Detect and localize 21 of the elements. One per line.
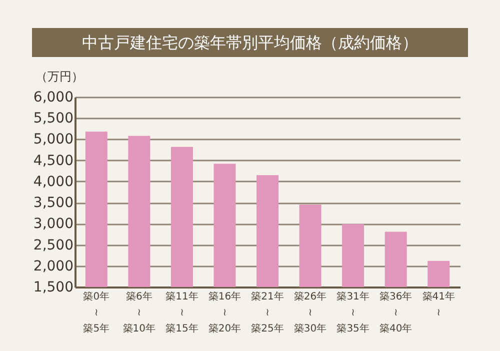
y-tick-label: 3,500 [33,195,74,212]
y-tick-label: 5,500 [33,110,74,127]
y-axis-title: （万円） [36,70,84,84]
x-tick-label: 築31年 ≀ 築35年 [336,290,370,334]
x-tick-label: 築0年 ≀ 築5年 [83,290,110,334]
x-tick-label: 築11年 ≀ 築15年 [166,290,198,334]
x-tick-label: 築36年 ≀ 築40年 [379,290,412,334]
y-tick-label: 1,500 [33,280,74,296]
y-tick-label: 4,500 [33,152,74,169]
y-tick-label: 2,500 [33,237,74,254]
x-tick-label: 築6年 ≀ 築10年 [122,290,156,334]
x-tick-label: 築21年 ≀ 築25年 [251,290,284,334]
y-tick-label: 3,000 [33,216,74,232]
chart-title: 中古戸建住宅の築年帯別平均価格（成約価格） [82,33,418,52]
y-tick-label: 2,000 [33,258,74,274]
x-tick-label: 築26年 ≀ 築30年 [294,290,327,334]
y-tick-label: 5,000 [33,132,74,148]
x-tick-label: 築16年 ≀ 築20年 [208,290,242,334]
x-tick-label: 築41年 ≀ [422,290,455,318]
y-tick-label: 4,000 [33,174,74,190]
y-tick-label: 6,000 [33,90,74,106]
